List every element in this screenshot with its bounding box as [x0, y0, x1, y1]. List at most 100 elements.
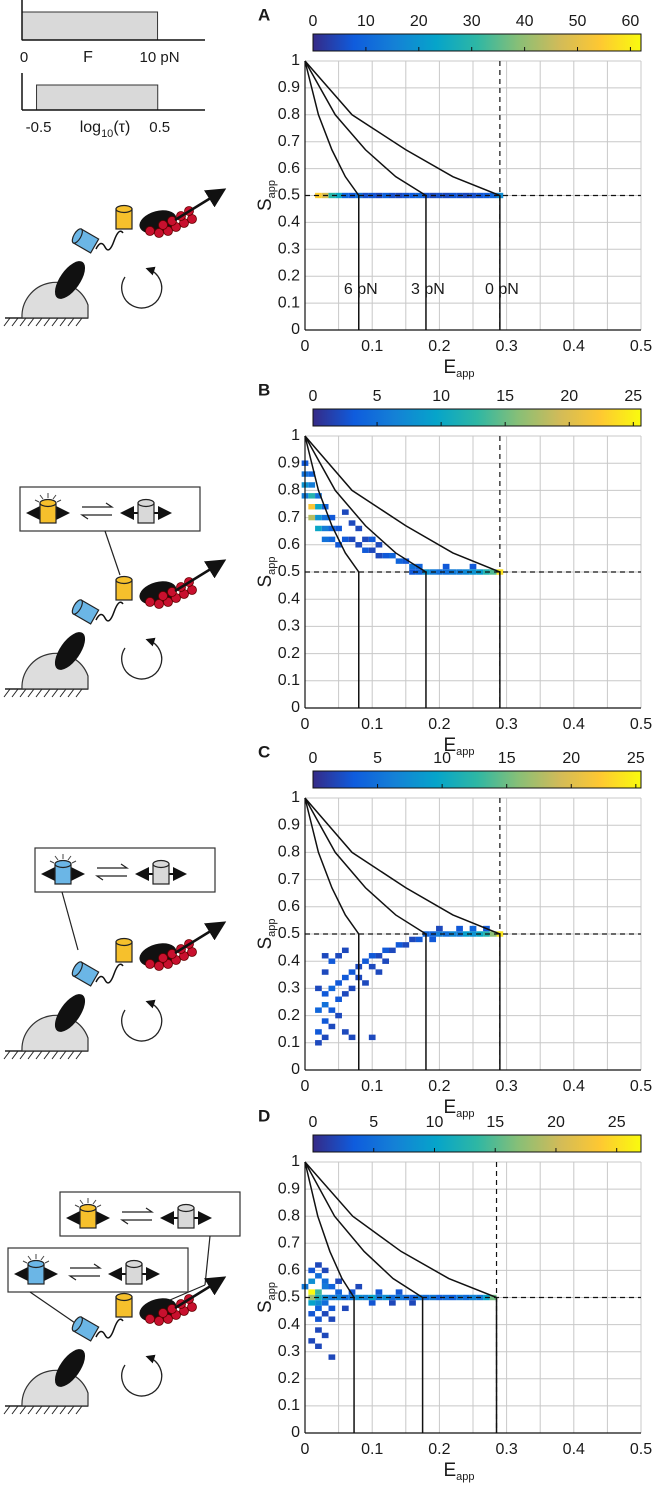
- heatmap-cell: [469, 569, 477, 575]
- heatmap-cell: [328, 958, 336, 964]
- x-tick-label: 0.5: [630, 1078, 652, 1095]
- heatmap-cell: [409, 1300, 416, 1306]
- heatmap-cell: [436, 569, 443, 575]
- heatmap-cell: [395, 942, 403, 948]
- label-main: E: [443, 735, 456, 756]
- heatmap-cell: [489, 931, 497, 937]
- colorbar: [312, 408, 642, 427]
- curve-label: 0 pN: [485, 281, 519, 298]
- y-tick-label: 0.9: [278, 1180, 300, 1197]
- y-tick-label: 0.2: [278, 267, 300, 284]
- heatmap-cell: [321, 969, 329, 975]
- panel-label: B: [258, 380, 270, 399]
- colorbar-tick-label: 15: [498, 750, 516, 767]
- heatmap-cell: [348, 536, 356, 543]
- heatmap-cell: [368, 953, 376, 959]
- heatmap-cell: [328, 536, 336, 543]
- heatmap-cell: [469, 1294, 477, 1301]
- y-axis-label: Sapp: [255, 1282, 278, 1313]
- range-box: [21, 11, 159, 41]
- x-tick-label: 0: [301, 338, 310, 355]
- y-tick-label: 0.6: [278, 160, 300, 177]
- x-tick-label: 0.4: [563, 338, 585, 355]
- heatmap-cell: [328, 985, 336, 992]
- heatmap-cell: [362, 958, 369, 964]
- heatmap-cell: [375, 969, 383, 975]
- label-main: E: [443, 1460, 456, 1481]
- heatmap-cell: [315, 1316, 322, 1322]
- heatmap-cell: [348, 520, 356, 526]
- heatmap-cell: [341, 1029, 349, 1035]
- y-tick-label: 0.6: [278, 1262, 300, 1279]
- heatmap-cell: [402, 942, 410, 948]
- heatmap-cell: [335, 525, 342, 532]
- y-tick-label: 0.1: [278, 672, 300, 689]
- label-sub: app: [456, 1471, 474, 1483]
- heatmap-cell: [308, 1294, 316, 1301]
- y-tick-label: 1: [291, 1153, 300, 1170]
- label-sub: app: [456, 1108, 474, 1120]
- x-tick-label: 0.4: [563, 1441, 585, 1458]
- heatmap-cell: [355, 1294, 363, 1301]
- colorbar-tick-label: 20: [562, 750, 580, 767]
- colorbar-tick-label: 5: [373, 750, 382, 767]
- colorbar-tick-label: 15: [496, 388, 514, 405]
- heatmap-cell: [442, 931, 450, 937]
- y-tick-label: 0.5: [278, 187, 300, 204]
- model-curve: [304, 60, 427, 330]
- x-tick-label: 0.2: [428, 1078, 450, 1095]
- y-tick-label: 0.3: [278, 1343, 300, 1360]
- heatmap-cell: [328, 1316, 336, 1322]
- heatmap-cell: [308, 504, 316, 510]
- x-tick-label: 0.4: [563, 716, 585, 733]
- heatmap-cell: [341, 991, 349, 997]
- y-tick-label: 0.4: [278, 952, 300, 969]
- colorbar-tick-label: 5: [373, 388, 382, 405]
- x-tick-label: -0.5: [26, 119, 52, 136]
- label-sub: app: [266, 556, 278, 574]
- heatmap-cell: [335, 542, 342, 548]
- x-tick-label: 10 pN: [140, 49, 180, 66]
- heatmap-cell: [308, 1289, 316, 1295]
- heatmap-cell: [341, 947, 349, 954]
- colorbar-tick-label: 0: [309, 750, 318, 767]
- heatmap-cell: [469, 925, 477, 932]
- heatmap-cell: [348, 969, 356, 975]
- heatmap-cell: [315, 1289, 322, 1295]
- heatmap-cell: [315, 493, 322, 499]
- heatmap-cell: [375, 1289, 383, 1295]
- heatmap-cell: [341, 1305, 349, 1312]
- heatmap-cell: [328, 1283, 336, 1290]
- label-main: S: [255, 198, 276, 211]
- heatmap-cell: [335, 192, 342, 199]
- heatmap-cell: [409, 936, 416, 943]
- x-axis-label: F: [83, 49, 93, 66]
- heatmap-cell: [315, 1327, 322, 1333]
- heatmap-cell: [462, 931, 470, 937]
- colorbar-tick-label: 25: [627, 750, 645, 767]
- heatmap-cell: [328, 525, 336, 532]
- heatmap-cell: [315, 1029, 322, 1035]
- x-axis-label: Eapp: [443, 735, 474, 758]
- label-main: F: [83, 49, 93, 66]
- heatmap-cell: [415, 192, 423, 199]
- heatmap-cell: [375, 953, 383, 959]
- heatmap-cell: [469, 563, 477, 570]
- colorbar-tick-label: 0: [309, 388, 318, 405]
- heatmap-cell: [368, 547, 376, 553]
- heatmap-cell: [402, 558, 410, 564]
- model-curve: [304, 435, 427, 708]
- heatmap-cell: [375, 552, 383, 559]
- heatmap-cell: [462, 569, 470, 575]
- heatmap-cell: [469, 192, 477, 199]
- y-tick-label: 0.3: [278, 241, 300, 258]
- heatmap-cell: [328, 1023, 336, 1030]
- colorbar-tick-label: 15: [486, 1114, 504, 1131]
- label-main: log: [80, 119, 101, 136]
- y-tick-label: 0.6: [278, 898, 300, 915]
- heatmap-cell: [315, 985, 322, 992]
- heatmap-cell: [436, 192, 443, 199]
- y-tick-label: 0.9: [278, 454, 300, 471]
- y-tick-label: 0.1: [278, 294, 300, 311]
